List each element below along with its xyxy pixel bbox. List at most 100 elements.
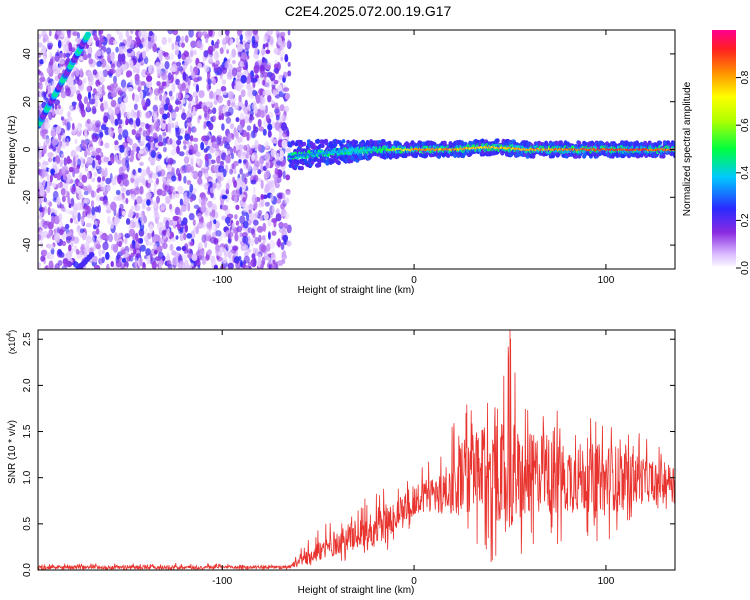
noise-blob xyxy=(47,180,51,189)
noise-blob xyxy=(154,216,159,225)
noise-blob xyxy=(214,50,219,58)
noise-blob xyxy=(121,210,126,216)
noise-blob xyxy=(227,133,232,143)
noise-blob xyxy=(246,76,251,85)
noise-blob xyxy=(160,202,167,210)
noise-blob xyxy=(153,206,158,216)
noise-blob xyxy=(133,248,137,255)
noise-blob xyxy=(141,202,146,210)
noise-blob xyxy=(56,182,63,189)
noise-blob xyxy=(282,234,289,242)
noise-blob xyxy=(243,220,249,229)
noise-blob xyxy=(152,236,156,243)
noise-blob xyxy=(163,234,167,240)
noise-blob xyxy=(57,106,64,116)
noise-blob xyxy=(241,52,248,61)
noise-blob xyxy=(254,211,260,218)
noise-blob xyxy=(68,166,74,173)
noise-blob xyxy=(186,110,191,118)
noise-blob xyxy=(114,232,118,242)
noise-blob xyxy=(77,212,81,222)
noise-blob xyxy=(132,56,138,64)
noise-blob xyxy=(91,177,96,183)
noise-blob xyxy=(193,49,197,56)
noise-blob xyxy=(207,78,212,86)
noise-blob xyxy=(83,96,89,104)
noise-blob xyxy=(189,50,194,58)
noise-blob xyxy=(134,204,141,212)
noise-blob xyxy=(145,191,152,199)
noise-blob xyxy=(271,218,278,223)
noise-blob xyxy=(109,52,115,62)
noise-blob xyxy=(278,222,285,227)
noise-blob xyxy=(282,250,286,258)
noise-blob xyxy=(281,122,287,132)
noise-blob xyxy=(125,155,130,164)
noise-blob xyxy=(195,95,199,105)
noise-blob xyxy=(86,102,91,111)
noise-blob xyxy=(226,49,230,54)
noise-blob xyxy=(271,230,277,236)
noise-blob xyxy=(264,141,269,149)
noise-blob xyxy=(135,232,139,242)
noise-blob xyxy=(227,91,234,100)
noise-blob xyxy=(164,55,170,61)
noise-blob xyxy=(276,152,280,161)
noise-blob xyxy=(279,104,285,112)
noise-blob xyxy=(259,109,267,118)
noise-blob xyxy=(235,220,240,226)
noise-blob xyxy=(122,63,128,71)
noise-blob xyxy=(47,157,53,163)
noise-blob xyxy=(156,221,163,231)
noise-blob xyxy=(76,93,82,102)
noise-blob xyxy=(260,198,265,208)
noise-blob xyxy=(146,75,153,82)
noise-blob xyxy=(95,155,101,161)
noise-blob xyxy=(231,163,235,170)
noise-blob xyxy=(56,172,61,181)
noise-blob xyxy=(141,37,145,43)
noise-blob xyxy=(227,238,232,244)
noise-blob xyxy=(197,264,201,269)
noise-blob xyxy=(193,143,199,151)
noise-blob xyxy=(155,61,161,69)
noise-blob xyxy=(110,68,116,74)
noise-blob xyxy=(147,178,154,184)
noise-blob xyxy=(145,248,152,256)
noise-blob xyxy=(93,172,98,177)
noise-blob xyxy=(41,129,48,135)
noise-blob xyxy=(265,162,269,169)
noise-blob xyxy=(216,39,220,45)
noise-blob xyxy=(182,139,190,145)
noise-blob xyxy=(158,85,164,91)
noise-blob xyxy=(204,111,208,118)
noise-blob xyxy=(215,145,220,154)
noise-blob xyxy=(277,193,284,200)
noise-blobs xyxy=(38,30,292,269)
noise-blob xyxy=(125,198,129,204)
noise-blob xyxy=(287,30,291,36)
ridge-halo xyxy=(316,138,321,144)
noise-blob xyxy=(46,252,51,260)
noise-blob xyxy=(285,147,291,153)
noise-blob xyxy=(156,81,161,87)
noise-blob xyxy=(198,196,202,205)
noise-blob xyxy=(88,98,95,105)
noise-blob xyxy=(239,232,243,237)
noise-blob xyxy=(87,171,90,180)
noise-blob xyxy=(205,254,210,261)
noise-blob xyxy=(262,71,269,78)
noise-blob xyxy=(92,159,96,169)
noise-blob xyxy=(81,174,88,183)
noise-blob xyxy=(115,260,122,268)
noise-blob xyxy=(215,230,222,237)
noise-blob xyxy=(254,248,259,256)
noise-blob xyxy=(266,80,271,89)
noise-blob xyxy=(129,119,134,125)
noise-blob xyxy=(197,221,204,229)
noise-blob xyxy=(80,243,86,251)
noise-blob xyxy=(195,103,202,110)
noise-blob xyxy=(132,169,136,176)
noise-blob xyxy=(267,30,273,36)
